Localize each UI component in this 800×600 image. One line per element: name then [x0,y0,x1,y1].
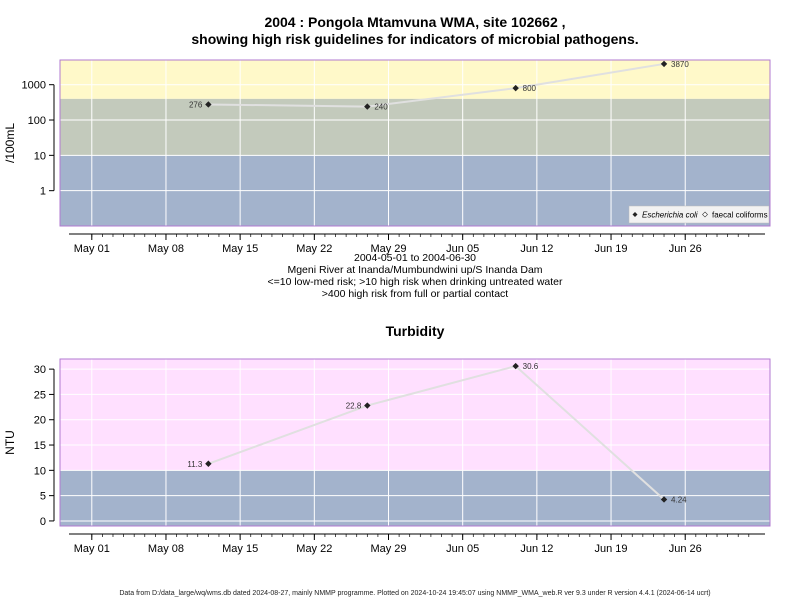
x-tick-label: May 01 [74,543,110,555]
y-tick-label: 30 [34,364,46,376]
data-point [364,402,371,409]
caption-line-1: 2004-05-01 to 2004-06-30 [354,252,476,264]
x-tick-label: Jun 05 [446,543,479,555]
legend-entry-ecoli: Escherichia coli [642,211,698,220]
y-axis-label: NTU [3,430,17,455]
data-label: 800 [523,84,537,93]
legend-entry-faecal: faecal coliforms [712,211,768,220]
x-tick-label: Jun 05 [446,243,479,255]
data-label: 276 [189,100,203,109]
data-point [512,84,519,92]
series-line [208,62,665,108]
x-tick-label: May 29 [370,243,406,255]
x-tick-label: Jun 19 [595,243,628,255]
plot-frame [59,358,771,527]
x-tick-label: May 22 [296,543,332,555]
data-point [205,101,212,108]
data-label: 22.8 [346,402,362,411]
data-point [364,103,371,110]
plot-frame [59,59,771,227]
title-line-1: 2004 : Pongola Mtamvuna WMA, site 102662… [264,14,565,30]
y-tick-label: 25 [34,389,46,401]
x-tick-label: Jun 12 [520,243,553,255]
data-label: 11.3 [187,460,203,469]
y-tick-label: 20 [34,415,46,427]
data-label: 240 [374,103,388,112]
x-tick-label: May 29 [370,543,406,555]
data-point [660,60,668,68]
y-tick-label: 100 [28,115,46,127]
x-tick-label: Jun 26 [669,243,702,255]
x-tick-label: May 01 [74,243,110,255]
legend-marker-faecal [702,211,708,218]
x-tick-label: Jun 12 [520,543,553,555]
x-tick-label: May 08 [148,543,184,555]
legend-marker-ecoli [632,212,638,217]
y-tick-label: 10 [34,465,46,477]
caption-line-3: <=10 low-med risk; >10 high risk when dr… [267,276,563,288]
y-tick-label: 15 [34,440,46,452]
y-tick-label: 0 [40,516,46,528]
y-tick-label: 10 [34,150,46,162]
series-line [208,364,665,501]
x-tick-label: May 22 [296,243,332,255]
x-tick-label: May 08 [148,243,184,255]
x-tick-label: Jun 26 [669,543,702,555]
x-tick-label: Jun 19 [595,543,628,555]
turbidity-title: Turbidity [386,323,445,339]
data-point [660,496,668,503]
risk-band-0 [60,470,770,526]
legend-box [628,205,770,224]
y-tick-label: 1 [40,186,46,198]
data-label: 4.24 [671,495,687,504]
x-tick-label: May 15 [222,543,258,555]
caption-line-2: Mgeni River at Inanda/Mumbundwini up/S I… [287,264,542,276]
data-point [512,362,519,370]
y-tick-label: 1000 [22,80,46,92]
x-tick-label: May 15 [222,243,258,255]
data-label: 30.6 [523,362,539,371]
turbidity-chart: 0 5 10 15 20 25 30 May 01 May 08 May 15 May 22 May … [3,358,771,555]
title-line-2: showing high risk guidelines for indicat… [191,31,638,47]
microbial-chart: 1 10 100 1000 May 01 May 08 May 15 May 22 May 29… [3,59,771,255]
y-axis-label: /100mL [3,123,17,163]
caption-line-4: >400 high risk from full or partial cont… [322,288,509,300]
data-label: 3870 [671,60,689,69]
data-point [205,460,212,467]
risk-band-1 [60,98,770,156]
y-tick-label: 5 [40,491,46,503]
risk-band-1 [60,359,770,471]
footer-note: Data from D:/data_large/wq/wms.db dated … [119,590,710,597]
